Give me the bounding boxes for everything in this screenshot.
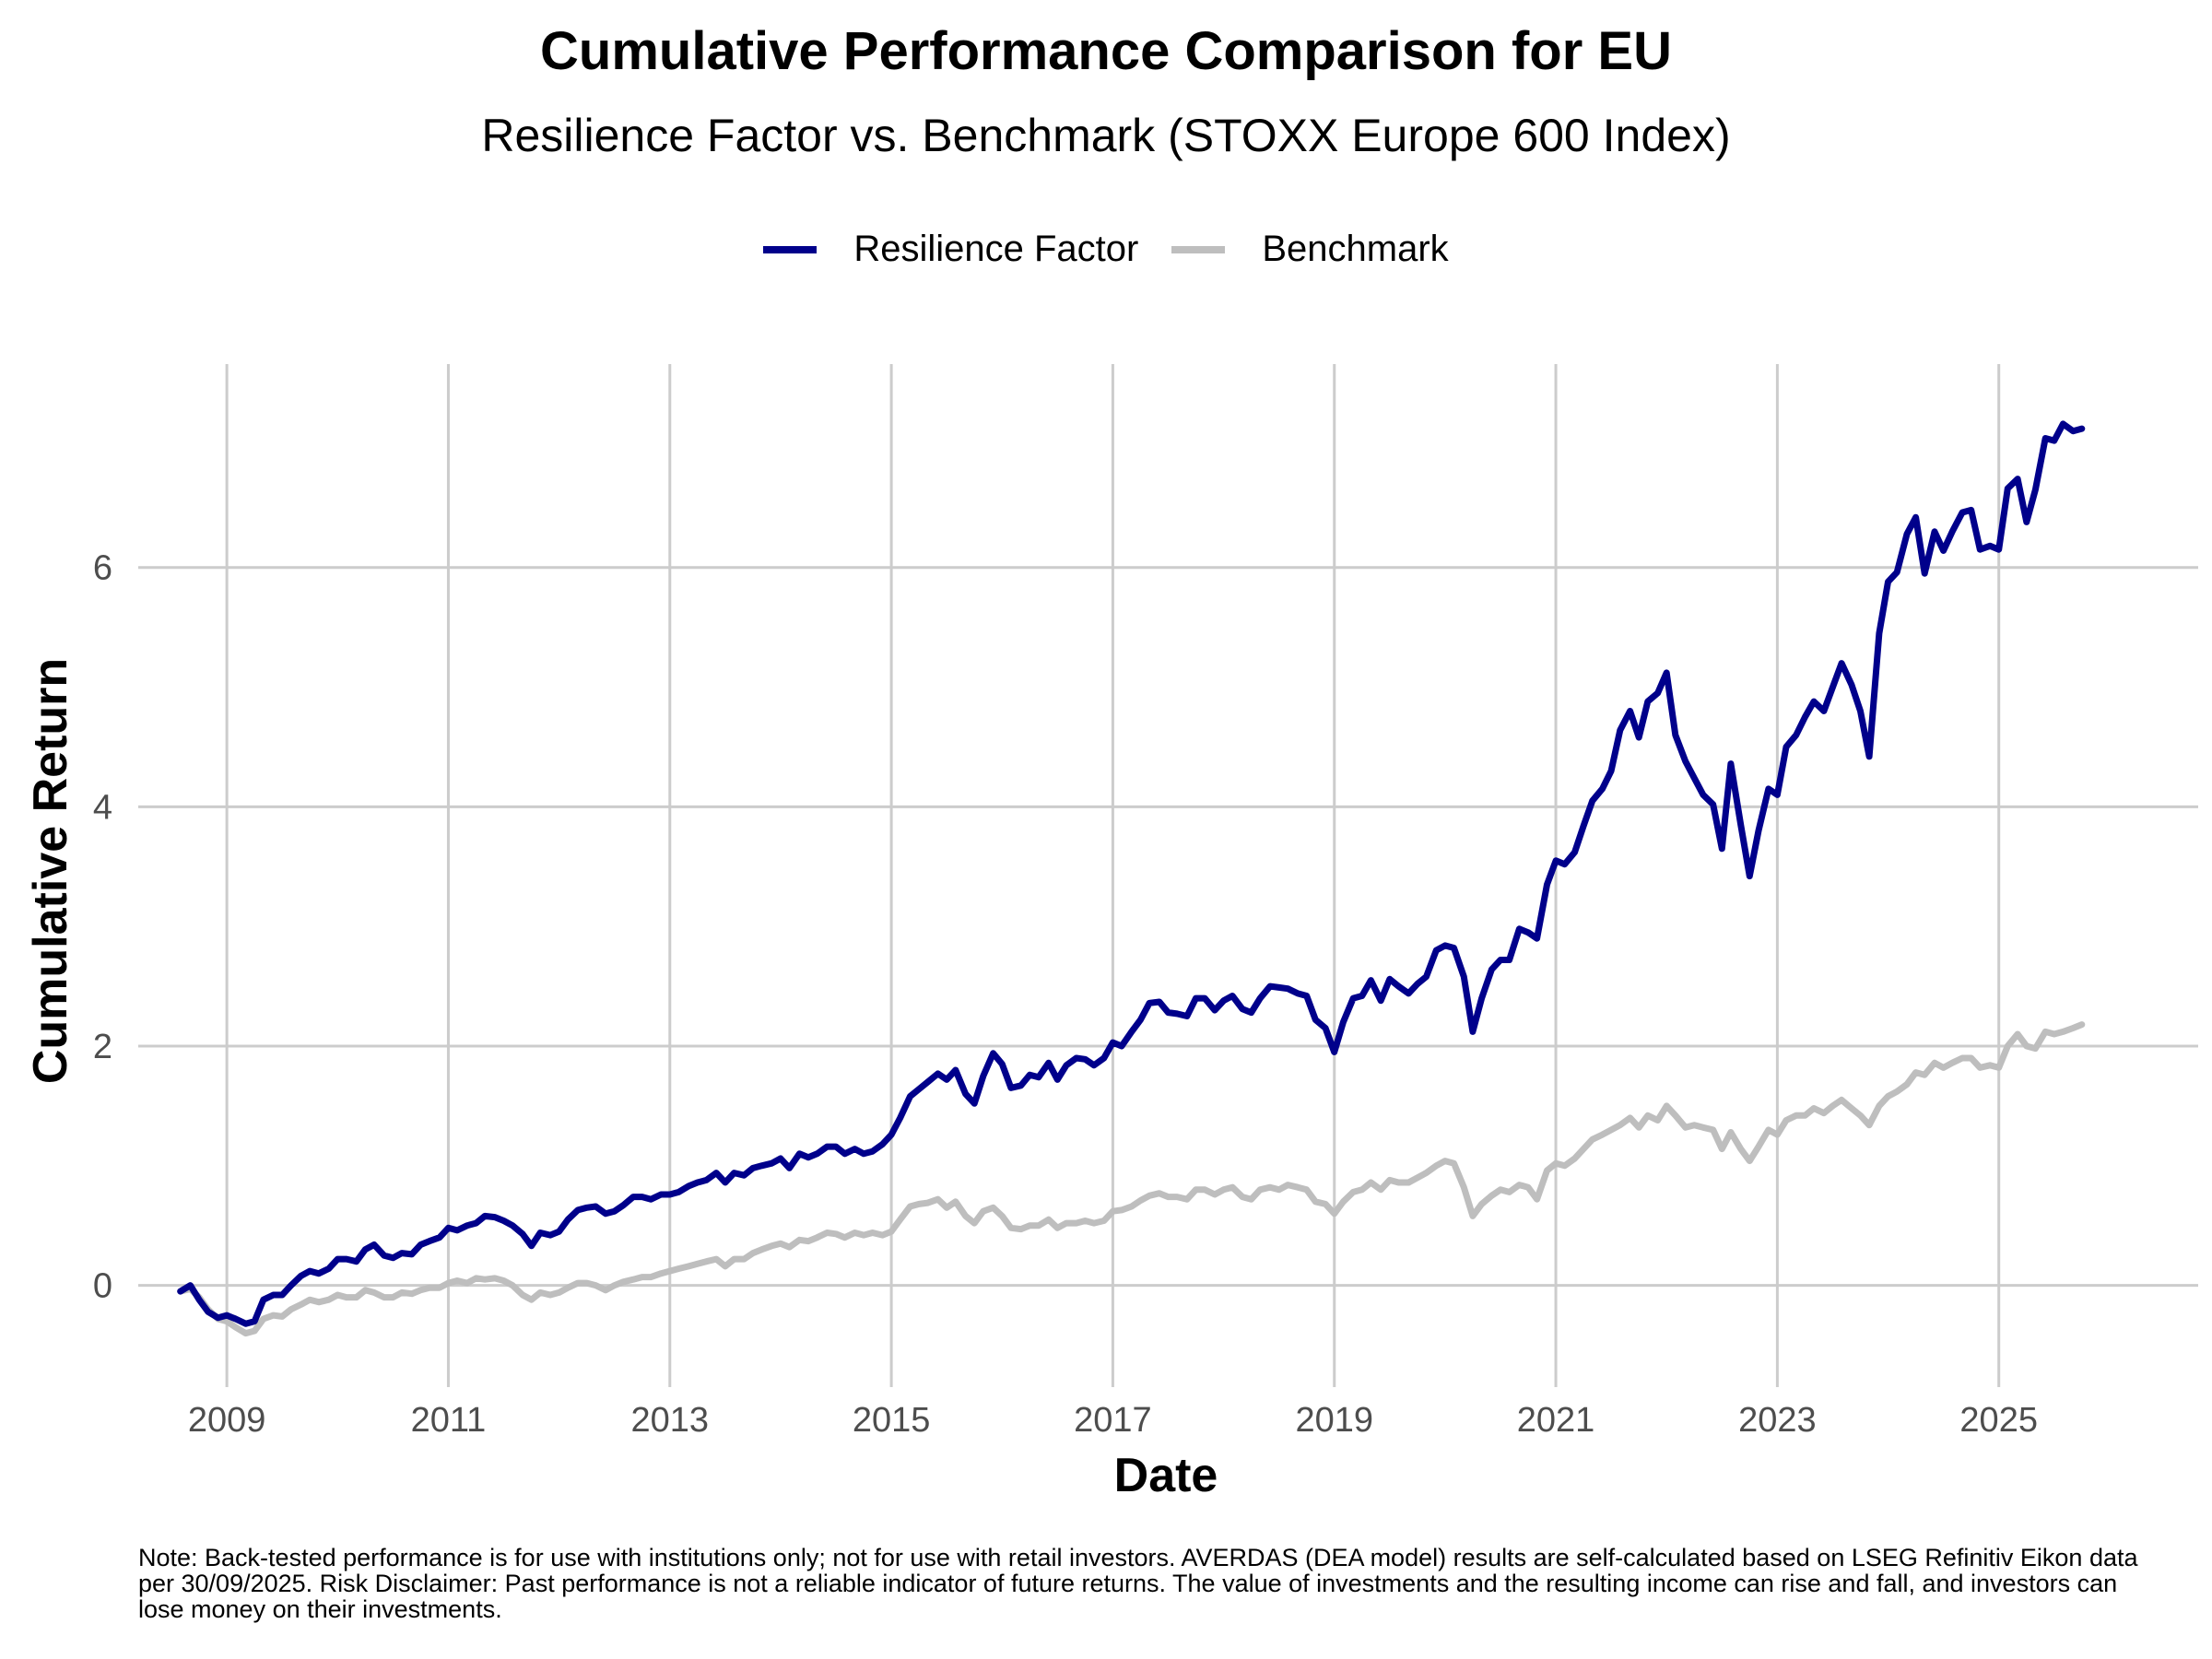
legend-swatch-benchmark bbox=[1171, 245, 1226, 253]
x-tick-label: 2009 bbox=[188, 1401, 266, 1440]
tick-labels: 2009 2011 2013 2015 2017 2019 2021 2023 2025 0 2 4 6 bbox=[93, 549, 2038, 1440]
chart-title: Cumulative Performance Comparison for EU bbox=[540, 21, 1672, 81]
x-tick-label: 2015 bbox=[853, 1401, 931, 1440]
x-tick-label: 2025 bbox=[1959, 1401, 2038, 1440]
series-line-benchmark bbox=[177, 1021, 2086, 1337]
legend-label-benchmark: Benchmark bbox=[1262, 229, 1449, 269]
chart-subtitle: Resilience Factor vs. Benchmark (STOXX E… bbox=[481, 110, 1731, 161]
x-tick-label: 2021 bbox=[1517, 1401, 1595, 1440]
series-line-resilience-factor bbox=[177, 420, 2086, 1327]
x-tick-label: 2019 bbox=[1295, 1401, 1373, 1440]
legend: Resilience Factor Benchmark bbox=[0, 229, 2212, 270]
legend-item-benchmark: Benchmark bbox=[1171, 229, 1449, 270]
series-lines bbox=[177, 420, 2086, 1337]
y-tick-label: 2 bbox=[93, 1028, 112, 1066]
grid bbox=[138, 364, 2198, 1387]
y-tick-label: 4 bbox=[93, 788, 112, 827]
legend-item-resilience: Resilience Factor bbox=[763, 229, 1138, 270]
legend-swatch-resilience bbox=[763, 245, 818, 253]
x-tick-label: 2011 bbox=[411, 1401, 487, 1440]
x-axis-label: Date bbox=[1114, 1449, 1218, 1502]
x-tick-label: 2023 bbox=[1738, 1401, 1817, 1440]
y-tick-label: 6 bbox=[93, 549, 112, 588]
x-tick-label: 2017 bbox=[1074, 1401, 1152, 1440]
legend-label-resilience: Resilience Factor bbox=[853, 229, 1139, 269]
disclaimer-note: Note: Back-tested performance is for use… bbox=[138, 1544, 2138, 1623]
y-axis-label: Cumulative Return bbox=[24, 658, 77, 1084]
x-tick-label: 2013 bbox=[631, 1401, 710, 1440]
y-tick-label: 0 bbox=[93, 1267, 112, 1306]
